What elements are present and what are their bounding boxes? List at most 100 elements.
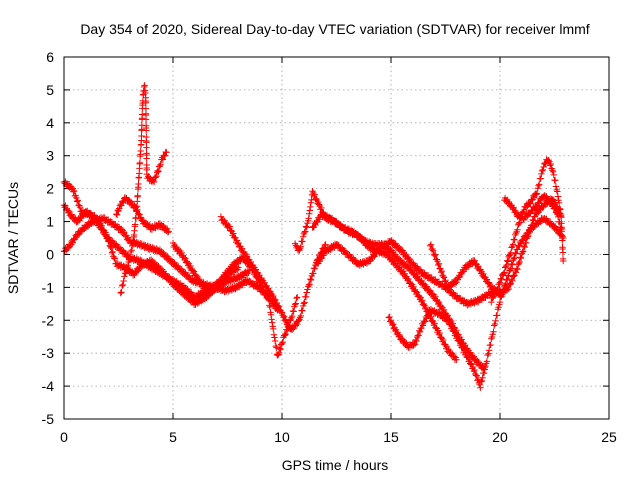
- data-point: [480, 270, 487, 278]
- data-point: [288, 314, 295, 321]
- data-point: [421, 318, 429, 325]
- x-tick-label: 15: [383, 429, 399, 445]
- y-tick-label: -1: [42, 279, 55, 295]
- data-point: [69, 239, 76, 246]
- data-point: [440, 336, 447, 344]
- data-point: [114, 206, 121, 214]
- data-point: [164, 229, 172, 236]
- data-point: [65, 244, 72, 252]
- data-point: [506, 252, 513, 259]
- data-point: [141, 82, 148, 89]
- data-point: [132, 204, 140, 211]
- data-point: [554, 193, 562, 200]
- data-point: [271, 334, 278, 341]
- data-point: [110, 254, 118, 262]
- data-point: [114, 223, 121, 230]
- data-point: [278, 340, 286, 347]
- data-point: [305, 215, 312, 222]
- data-point: [219, 275, 227, 283]
- data-point: [453, 279, 460, 286]
- data-point: [217, 213, 225, 220]
- data-point: [427, 287, 434, 294]
- data-point: [437, 269, 445, 276]
- y-tick-label: 3: [46, 148, 54, 164]
- data-point: [288, 312, 296, 320]
- data-point: [117, 289, 124, 297]
- data-point: [121, 194, 129, 201]
- data-point: [468, 361, 475, 368]
- data-point: [501, 269, 508, 276]
- data-point: [353, 230, 361, 238]
- data-point: [511, 254, 518, 261]
- data-point: [419, 297, 426, 304]
- data-point: [437, 303, 445, 310]
- data-point: [489, 294, 496, 302]
- data-point: [423, 315, 430, 322]
- data-point: [155, 168, 162, 175]
- data-point: [528, 221, 536, 229]
- data-point: [519, 248, 526, 256]
- data-point: [556, 218, 563, 225]
- data-point: [307, 203, 314, 211]
- data-point: [62, 202, 69, 209]
- data-point: [243, 253, 251, 260]
- data-point: [307, 199, 315, 206]
- data-point: [290, 308, 297, 315]
- data-point: [493, 312, 501, 319]
- data-point: [488, 298, 495, 306]
- data-point: [262, 290, 270, 297]
- data-point: [187, 262, 194, 270]
- data-point: [494, 285, 502, 293]
- data-point: [504, 276, 511, 284]
- data-point: [156, 246, 164, 253]
- data-point: [78, 228, 85, 235]
- data-point: [300, 300, 307, 307]
- data-point: [512, 229, 520, 237]
- data-point: [65, 207, 73, 215]
- data-point: [296, 245, 304, 252]
- data-point: [230, 233, 238, 241]
- data-point: [124, 262, 132, 269]
- data-point: [493, 286, 501, 293]
- data-point: [508, 260, 515, 268]
- data-point: [469, 363, 477, 371]
- data-point: [143, 155, 150, 162]
- data-point: [409, 267, 416, 275]
- data-point: [152, 174, 159, 181]
- data-point: [520, 243, 528, 250]
- data-point: [490, 328, 497, 335]
- data-point: [427, 241, 435, 248]
- data-point: [270, 331, 278, 338]
- data-point: [491, 291, 499, 299]
- data-point: [282, 330, 289, 338]
- data-point: [533, 203, 540, 211]
- data-point: [307, 275, 314, 283]
- data-point: [526, 228, 533, 235]
- data-point: [303, 224, 310, 231]
- data-point: [496, 298, 504, 306]
- data-point: [473, 372, 480, 379]
- data-point: [493, 287, 500, 294]
- data-point: [326, 213, 333, 221]
- data-point: [440, 272, 447, 280]
- data-point: [453, 356, 460, 363]
- data-point: [415, 332, 422, 339]
- data-point: [550, 222, 557, 230]
- data-point: [540, 163, 547, 171]
- data-point: [413, 289, 421, 296]
- data-point: [252, 273, 260, 280]
- data-point: [514, 226, 521, 233]
- data-point: [445, 316, 452, 324]
- data-point: [121, 228, 128, 236]
- data-point: [504, 257, 511, 264]
- data-point: [322, 241, 329, 248]
- data-point: [510, 236, 518, 243]
- data-point: [457, 340, 464, 347]
- data-point: [142, 219, 150, 227]
- data-point: [413, 337, 420, 345]
- data-point: [509, 261, 516, 268]
- data-point: [509, 241, 517, 248]
- data-point: [421, 302, 428, 309]
- data-point: [297, 312, 305, 320]
- data-point: [406, 255, 414, 263]
